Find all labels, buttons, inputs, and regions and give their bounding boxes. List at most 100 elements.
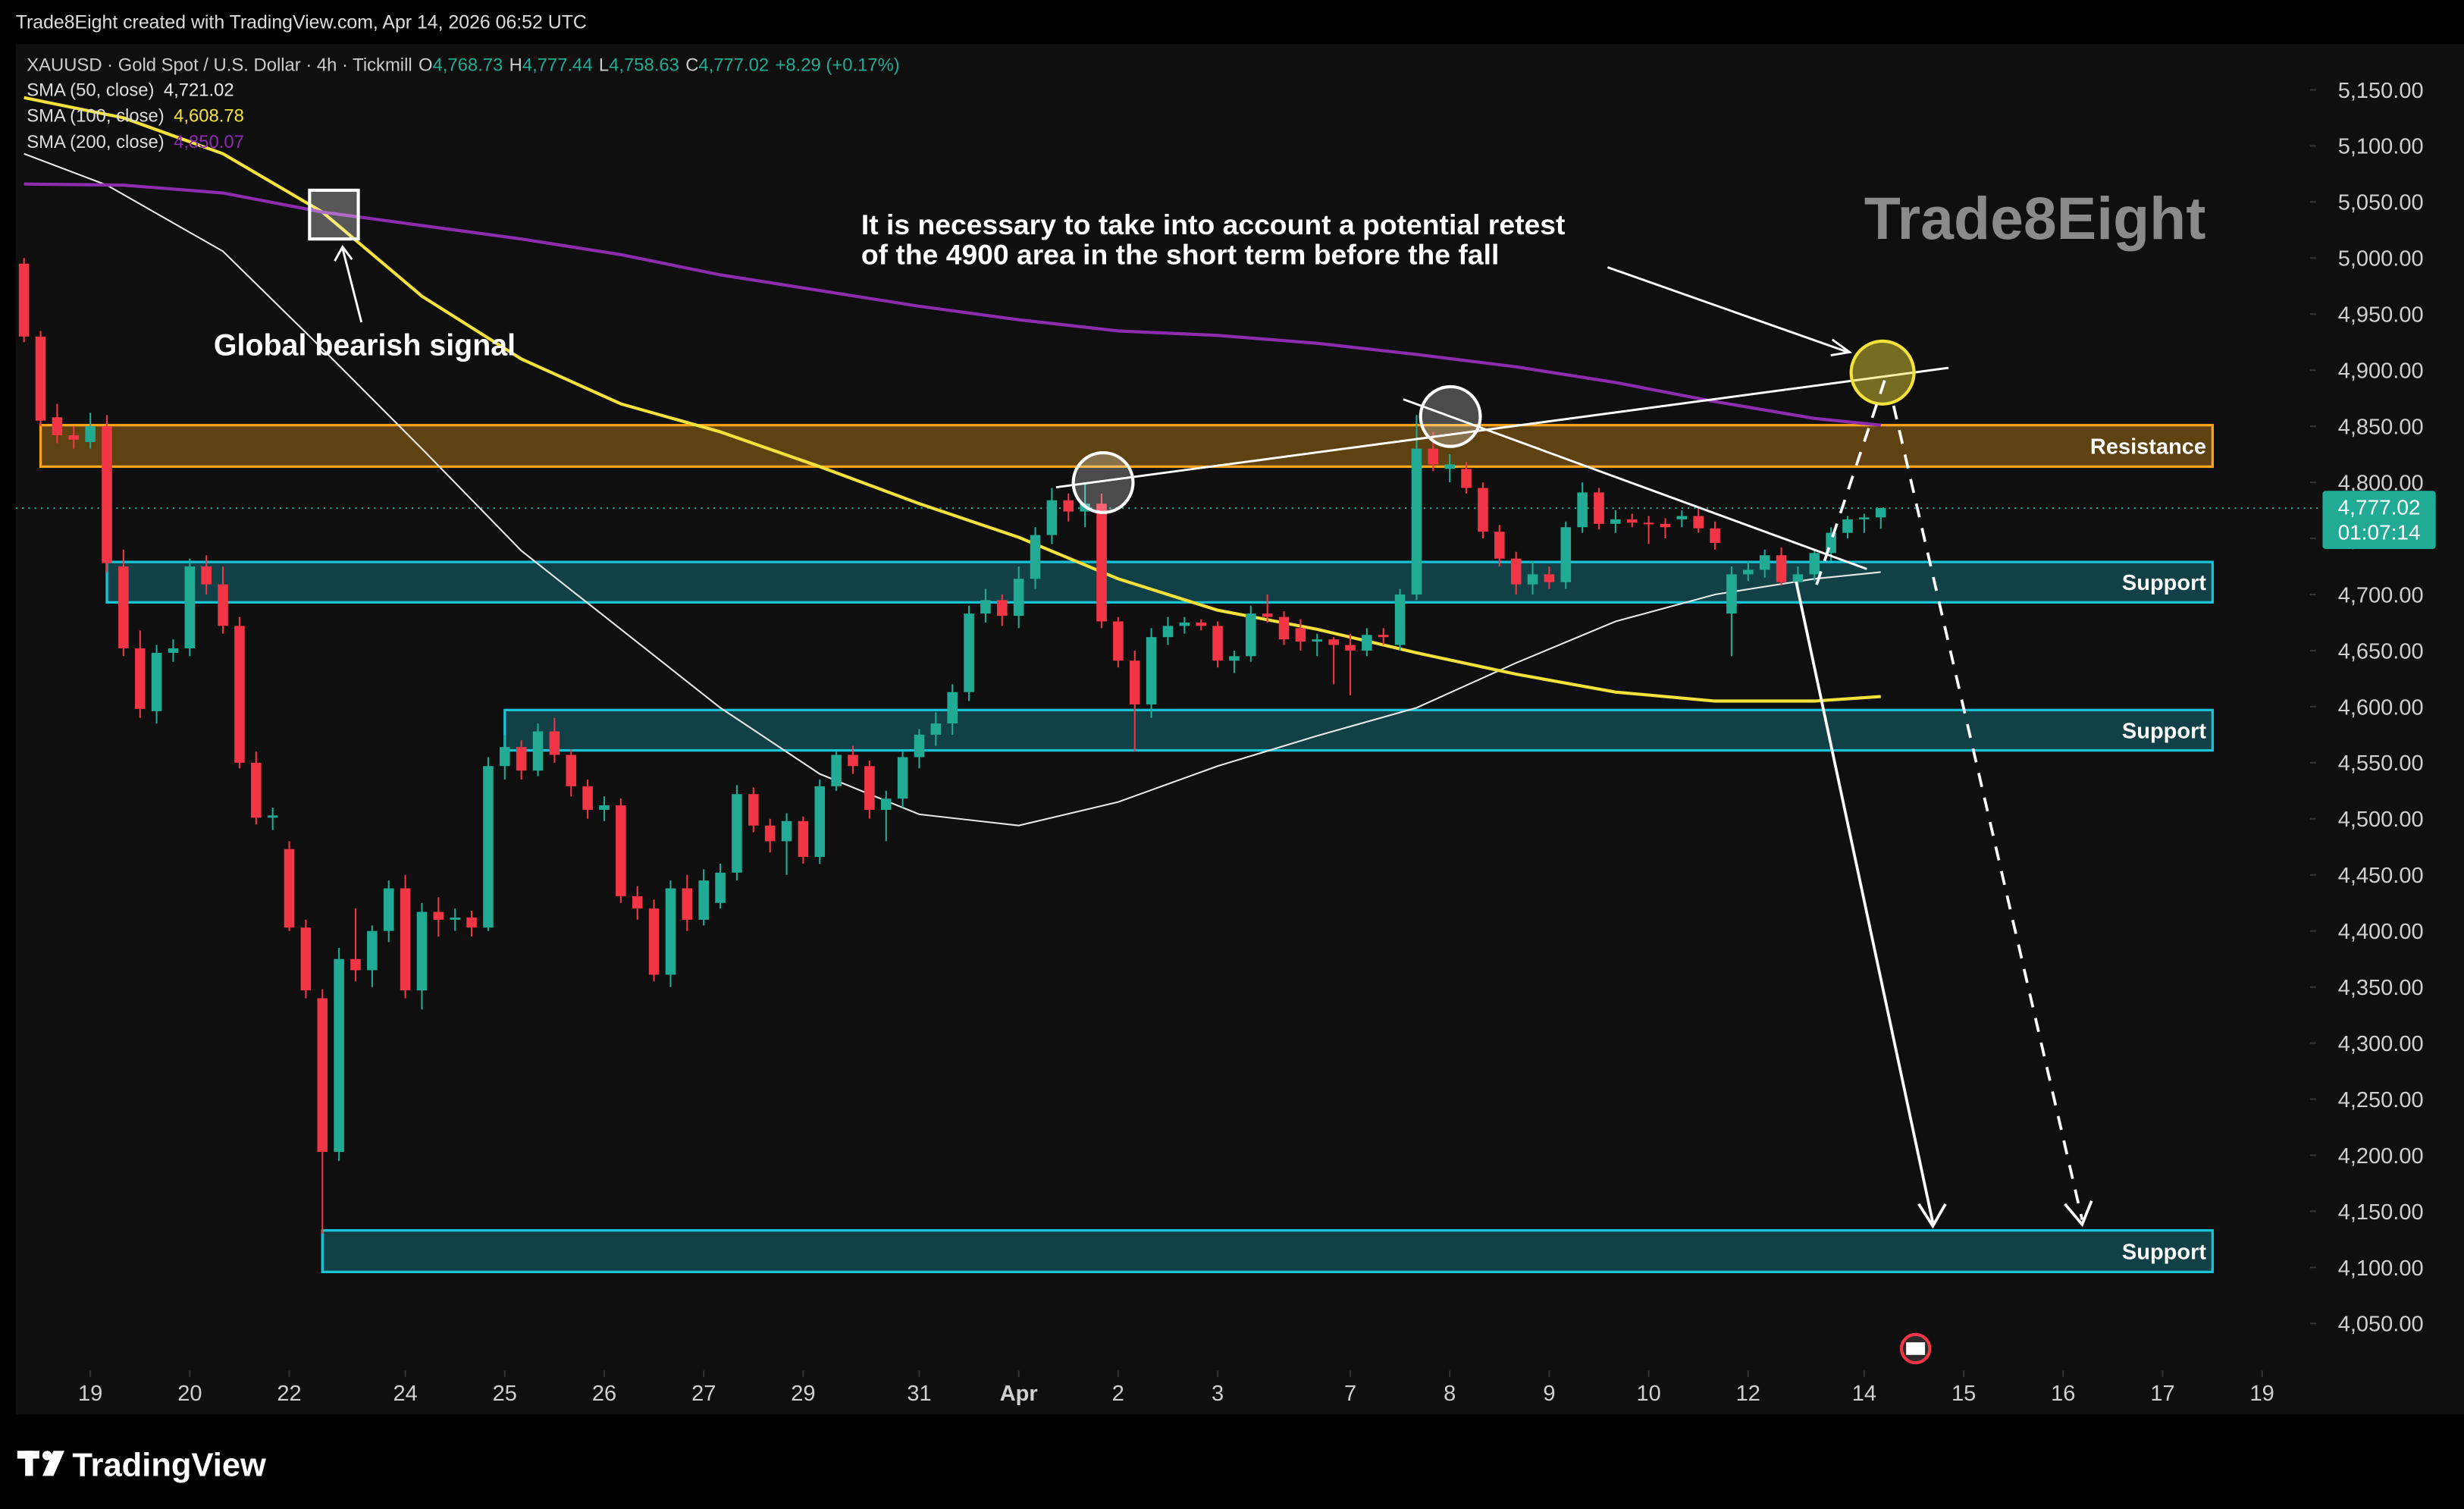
y-tick-label: 4,100.00 (2338, 1256, 2424, 1281)
arrow-head (1917, 1203, 1947, 1229)
candle-body (798, 820, 809, 858)
candle-body (831, 754, 842, 786)
candle-body (1560, 527, 1572, 582)
sma-line (24, 182, 1881, 427)
candle-body (566, 754, 577, 786)
candle-body (151, 652, 162, 711)
candle-body (698, 880, 709, 920)
candle-body (864, 766, 875, 810)
legend-name: SMA (100, close) (27, 106, 164, 127)
ohlc-value: 4,768.73 (433, 55, 503, 75)
trend-line (1403, 398, 1867, 570)
y-tick-label: 4,200.00 (2338, 1144, 2424, 1169)
y-tick-label: 4,450.00 (2338, 864, 2424, 888)
marker-circle (1419, 384, 1482, 448)
ohlc-value: 4,758.63 (609, 55, 679, 75)
arrow-head (1830, 338, 1853, 356)
candle-body (466, 917, 477, 928)
legend-value: 4,608.78 (174, 106, 244, 127)
candle-body (184, 566, 196, 648)
candle-body (1411, 448, 1422, 595)
ohlc-key: H (509, 55, 522, 75)
annotation: of the 4900 area in the short term befor… (861, 238, 1499, 270)
event-flag-icon (1906, 1342, 1926, 1355)
arrow (1607, 266, 1848, 353)
y-tick-label: 4,700.00 (2338, 583, 2424, 607)
candle-body (1246, 613, 1256, 657)
ohlc-key: C (685, 55, 698, 75)
candle-body (1113, 621, 1124, 661)
candle-body (1262, 613, 1273, 617)
zone-label: Support (2122, 719, 2206, 743)
candle-body (1461, 469, 1472, 488)
candle-body (1312, 639, 1323, 642)
candle-body (1743, 569, 1754, 575)
candle-body (1378, 635, 1389, 638)
candle-body (532, 731, 544, 771)
pane (15, 44, 2464, 1415)
brand-logo (17, 1451, 64, 1476)
candle-body (1328, 639, 1339, 645)
ohlc-key: L (599, 55, 609, 75)
ohlc-value: 4,777.02 (698, 55, 769, 75)
y-tick-label: 4,950.00 (2338, 303, 2424, 328)
y-tick-label: 4,550.00 (2338, 751, 2424, 776)
candle-body (848, 754, 858, 767)
ohlc-key: O (419, 55, 433, 75)
x-tick-label: Apr (1000, 1382, 1038, 1406)
candle-body (1510, 558, 1522, 585)
candle-body (416, 911, 428, 991)
candle-body (1030, 535, 1041, 579)
candle-body (350, 958, 361, 971)
candle-body (367, 930, 378, 971)
candle-body (1162, 626, 1174, 638)
annotation: Global bearish signal (214, 329, 516, 362)
legend-name: SMA (50, close) (27, 80, 154, 101)
x-tick-label: 31 (907, 1382, 931, 1406)
candle-body (234, 626, 245, 763)
candle-body (516, 747, 527, 771)
candle-body (1478, 488, 1488, 532)
y-tick-label: 4,050.00 (2338, 1313, 2424, 1337)
candle-body (1096, 504, 1107, 622)
x-tick-label: 27 (691, 1382, 716, 1406)
candle-body (1428, 448, 1439, 465)
candle-body (18, 263, 30, 337)
target-circle (1849, 339, 1916, 406)
candle-body (1859, 517, 1870, 519)
arrow-head (2064, 1200, 2093, 1228)
candle-body (1444, 464, 1455, 469)
drawings (308, 188, 2093, 1229)
x-tick-label: 2 (1112, 1382, 1124, 1406)
x-tick-label: 26 (592, 1382, 616, 1406)
zone-label: Support (2122, 571, 2206, 595)
x-tick-label: 25 (493, 1382, 517, 1406)
x-tick-label: 9 (1543, 1382, 1555, 1406)
candle-body (1792, 574, 1804, 582)
dashed-arrow (1892, 405, 2084, 1220)
legend-name: SMA (200, close) (27, 132, 164, 152)
candle-body (1776, 555, 1787, 582)
logo-part (42, 1451, 52, 1460)
candle-body (400, 888, 411, 991)
candle-body (383, 888, 394, 931)
candle-body (500, 747, 510, 767)
legend-value: 4,721.02 (164, 80, 234, 101)
y-tick-label: 4,350.00 (2338, 976, 2424, 1000)
candle-body (1809, 553, 1820, 575)
countdown: 01:07:14 (2338, 521, 2421, 544)
brand: TradingView (72, 1447, 266, 1483)
candle-body (450, 917, 460, 920)
candle-body (1842, 519, 1853, 533)
candle-body (1345, 645, 1356, 651)
x-tick-label: 22 (277, 1382, 301, 1406)
y-tick-label: 4,300.00 (2338, 1032, 2424, 1056)
candle-body (52, 417, 63, 435)
candle-body (665, 888, 676, 975)
y-tick-label: 4,600.00 (2338, 695, 2424, 720)
candle-body (1610, 519, 1621, 524)
candle-body (582, 786, 593, 810)
candle-body (764, 825, 776, 842)
x-tick-label: 8 (1444, 1382, 1456, 1406)
logo-part (42, 1451, 64, 1476)
